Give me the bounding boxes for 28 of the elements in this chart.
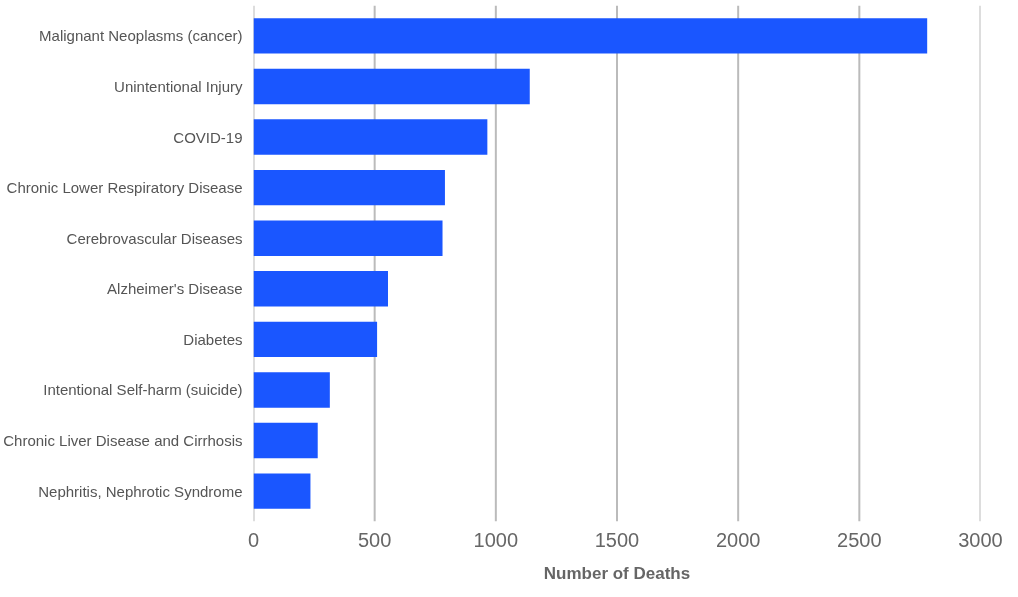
x-tick-label: 2500 — [837, 528, 882, 551]
y-tick-label: Cerebrovascular Diseases — [66, 229, 243, 247]
bar — [253, 169, 445, 206]
y-tick-label: Nephritis, Nephrotic Syndrome — [38, 482, 243, 500]
y-tick-label: Unintentional Injury — [114, 77, 243, 95]
x-tick-label: 1500 — [594, 528, 640, 551]
bar — [253, 271, 388, 307]
x-tick-label: 3000 — [958, 528, 1003, 551]
x-tick-label: 1000 — [473, 528, 519, 551]
bar — [253, 18, 928, 54]
bar — [253, 321, 378, 358]
bar — [253, 68, 530, 105]
x-tick-label: 500 — [357, 528, 392, 551]
bar — [253, 119, 488, 155]
x-tick-label: 2000 — [715, 528, 761, 551]
bar — [253, 473, 311, 509]
y-tick-label: Malignant Neoplasms (cancer) — [39, 27, 243, 45]
bar — [253, 422, 318, 459]
x-tick-label: 0 — [247, 528, 260, 551]
y-tick-label: Chronic Lower Respiratory Disease — [6, 179, 243, 197]
y-tick-label: Chronic Liver Disease and Cirrhosis — [3, 432, 243, 450]
y-tick-label: Intentional Self-harm (suicide) — [43, 381, 243, 399]
y-tick-label: Alzheimer's Disease — [107, 280, 243, 298]
bar — [253, 372, 330, 408]
y-tick-label: Diabetes — [183, 330, 243, 348]
x-axis-title: Number of Deaths — [543, 563, 691, 583]
bar — [253, 220, 443, 256]
y-tick-label: COVID-19 — [173, 128, 243, 146]
